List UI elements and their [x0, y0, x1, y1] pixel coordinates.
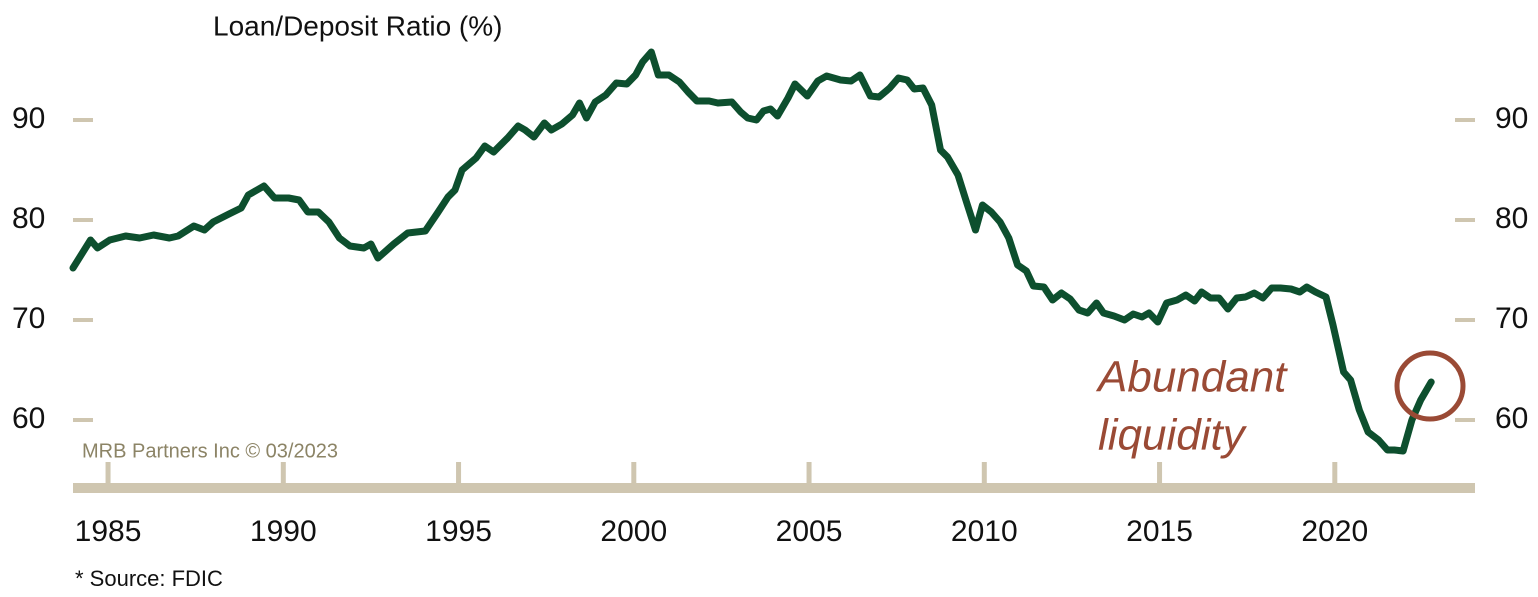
y2-tick-label: 90 — [1495, 102, 1528, 135]
x-tick — [1332, 462, 1338, 488]
y-tick-label: 70 — [12, 302, 45, 335]
x-tick-label: 2010 — [951, 515, 1018, 548]
x-axis — [73, 483, 1475, 493]
credit: MRB Partners Inc © 03/2023 — [82, 440, 338, 462]
y-tick-label: 60 — [12, 402, 45, 435]
x-tick-label: 2005 — [776, 515, 843, 548]
chart-title: Loan/Deposit Ratio (%) — [213, 10, 502, 41]
x-tick-label: 2015 — [1126, 515, 1193, 548]
y-tick-label: 90 — [12, 102, 45, 135]
annotation-text: Abundant — [1095, 353, 1288, 402]
x-tick — [631, 462, 637, 488]
annotation-text: liquidity — [1098, 411, 1248, 460]
x-tick — [280, 462, 286, 488]
x-tick — [806, 462, 812, 488]
x-tick-label: 1995 — [425, 515, 492, 548]
x-tick-label: 1985 — [75, 515, 142, 548]
x-tick — [1157, 462, 1163, 488]
x-tick — [456, 462, 462, 488]
source-note: * Source: FDIC — [75, 566, 223, 591]
y2-tick-label: 80 — [1495, 202, 1528, 235]
x-tick-label: 2000 — [600, 515, 667, 548]
x-tick-label: 2020 — [1301, 515, 1368, 548]
data-line — [69, 48, 1435, 455]
y2-tick-label: 70 — [1495, 302, 1528, 335]
x-tick — [105, 462, 111, 488]
x-tick-label: 1990 — [250, 515, 317, 548]
y2-tick-label: 60 — [1495, 402, 1528, 435]
highlight-circle — [1394, 350, 1466, 422]
x-tick — [981, 462, 987, 488]
y-tick-label: 80 — [12, 202, 45, 235]
